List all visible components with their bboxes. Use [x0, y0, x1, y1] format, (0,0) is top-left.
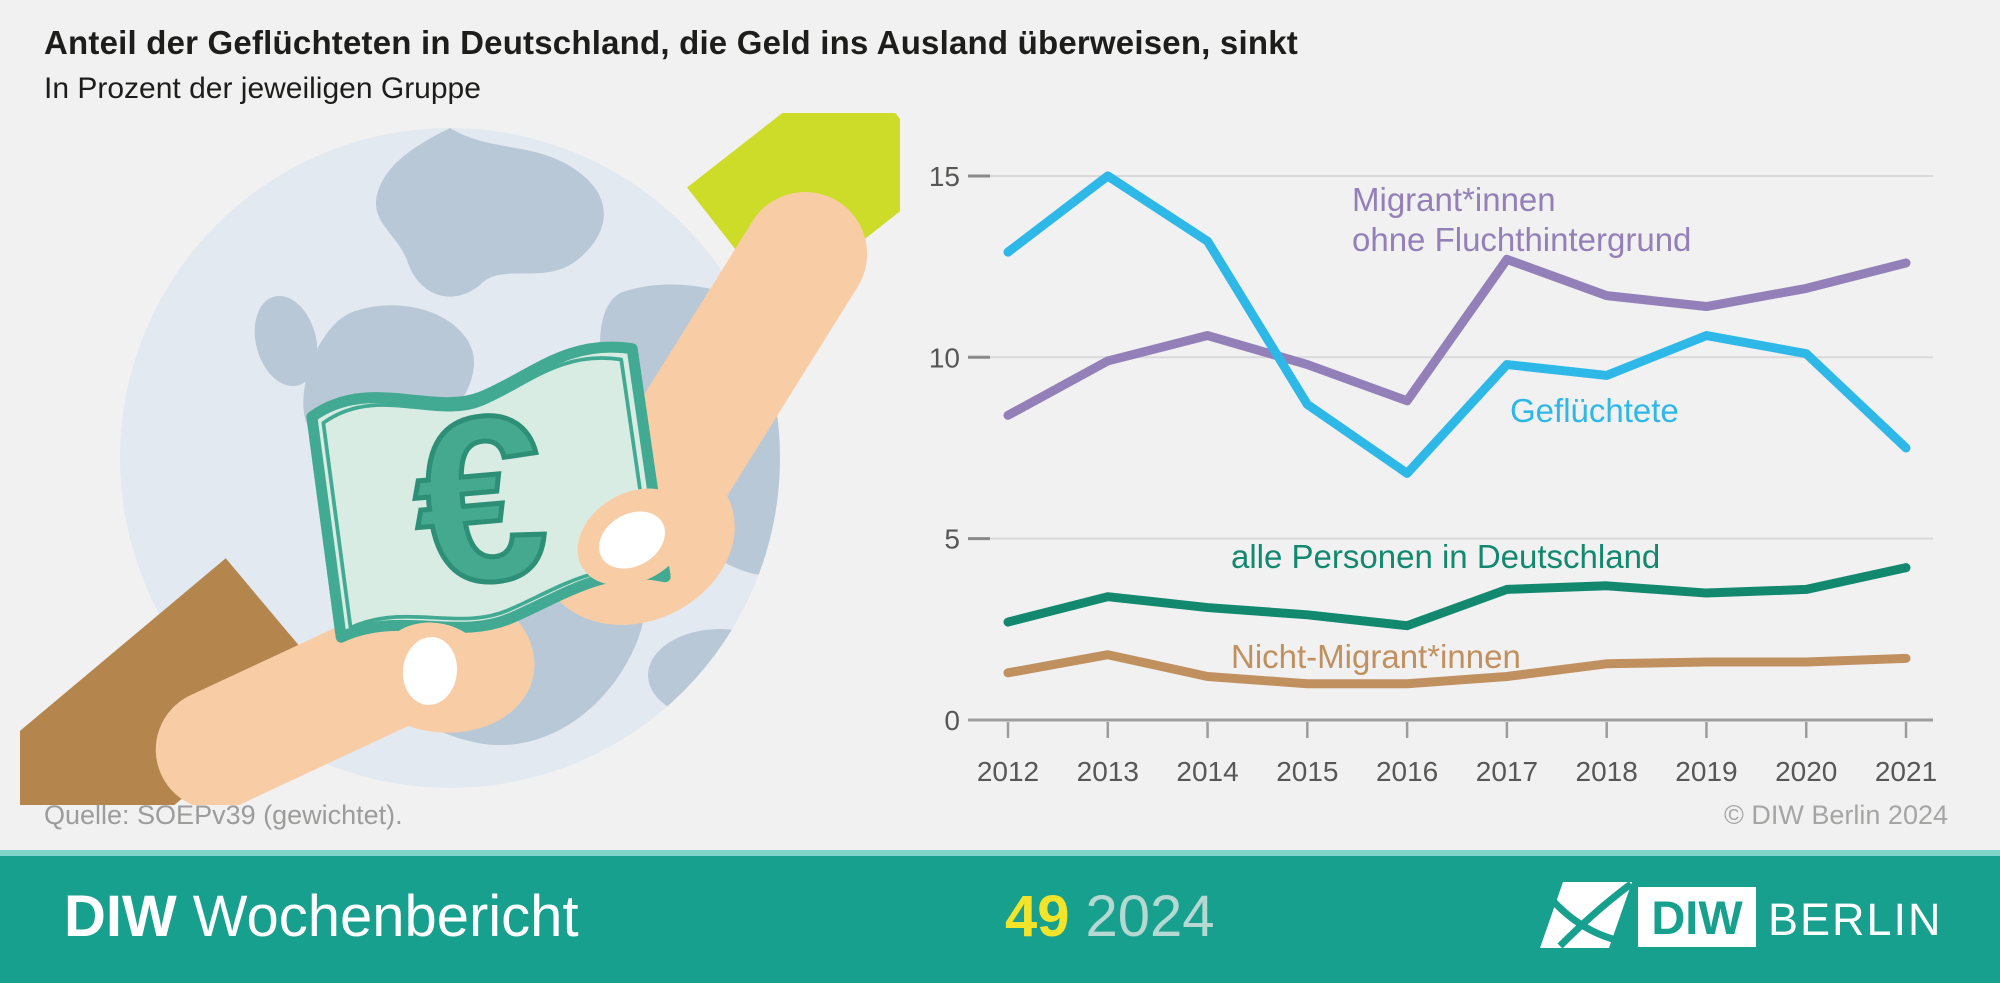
fingernail-upper [599, 511, 665, 569]
diw-logo-box [1638, 887, 1756, 947]
issue-number: 49 2024 [1005, 850, 1215, 983]
x-axis-label: 2017 [1476, 756, 1538, 787]
money-transfer-illustration: € [20, 113, 900, 805]
x-axis-label: 2021 [1875, 756, 1937, 787]
issue-year: 2024 [1085, 884, 1215, 949]
x-axis-label: 2020 [1775, 756, 1837, 787]
copyright-note: © DIW Berlin 2024 [1724, 800, 1948, 830]
series-line-0 [1003, 650, 1911, 689]
series-line-3 [1003, 171, 1911, 478]
series-label-2: ohne Fluchthintergrund [1352, 221, 1691, 258]
line-chart: 0 5 10 15 2012 2013 2014 2015 2016 2017 2018 2019 20… [929, 130, 1980, 790]
y-axis-label: 10 [930, 342, 960, 373]
page-subtitle: In Prozent der jeweiligen Gruppe [44, 72, 481, 105]
page-title: Anteil der Geflüchteten in Deutschland, … [44, 24, 1298, 61]
x-axis-label: 2019 [1675, 756, 1737, 787]
series-label-0: Nicht-Migrant*innen [1231, 638, 1521, 675]
y-axis-label: 5 [944, 524, 960, 555]
y-axis-label: 0 [944, 705, 960, 736]
sleeve-lower [20, 558, 327, 805]
euro-banknote: € [306, 341, 671, 643]
x-axis-label: 2014 [1176, 756, 1238, 787]
diw-logo-text: DIW [1651, 891, 1743, 944]
diw-berlin-logo: DIW BERLIN [1539, 881, 1943, 949]
publication-name-regular: Wochenbericht [192, 884, 579, 949]
publication-name-bold: DIW [64, 884, 177, 949]
publication-name: DIW Wochenbericht [64, 850, 579, 983]
footer-accent-strip [0, 850, 2000, 856]
berlin-logo-text: BERLIN [1768, 894, 1943, 945]
x-axis-label: 2013 [1077, 756, 1139, 787]
series-label-2: Migrant*innen [1352, 181, 1556, 218]
series-line-1 [1003, 563, 1911, 631]
series-label-1: alle Personen in Deutschland [1231, 538, 1660, 575]
x-axis-label: 2012 [977, 756, 1039, 787]
footer-band: DIW Wochenbericht 49 2024 DIW BERLIN [0, 850, 2000, 983]
y-axis-label: 15 [930, 161, 960, 192]
x-axis-label: 2018 [1576, 756, 1638, 787]
euro-symbol: € [403, 362, 556, 635]
fingernail-lower [402, 637, 458, 705]
source-note: Quelle: SOEPv39 (gewichtet). [44, 800, 403, 830]
issue-number-value: 49 [1005, 884, 1070, 949]
diw-logo-sail-icon [1539, 881, 1634, 949]
x-axis-label: 2015 [1276, 756, 1338, 787]
x-axis-label: 2016 [1376, 756, 1438, 787]
series-label-3: Geflüchtete [1510, 392, 1679, 429]
series-line-2 [1003, 254, 1911, 420]
